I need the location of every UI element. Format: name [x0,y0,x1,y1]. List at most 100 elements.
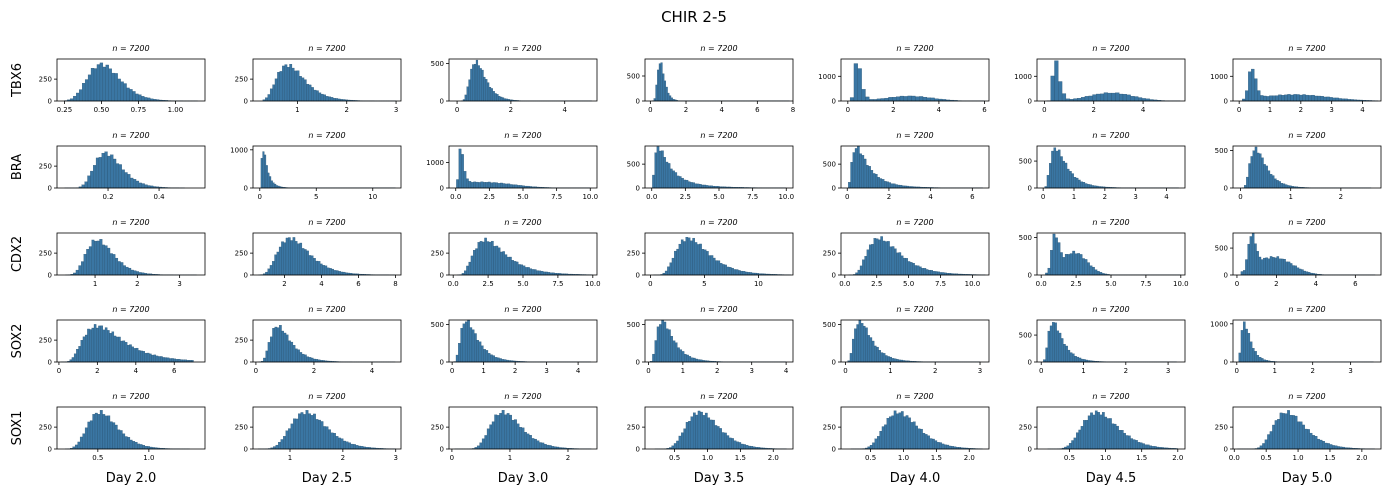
panel-sox2-day-4-0: n = 7200 0 1 2 3 0 500 [823,305,990,375]
histogram-bar [486,241,490,276]
histogram-bar [299,352,303,363]
histogram-bar [1314,435,1318,450]
histogram-bar [522,265,526,276]
histogram-bar [1074,253,1078,276]
histogram-bar [1252,348,1255,363]
x-tick-label: 1 [1072,193,1076,201]
histogram-bar [93,68,98,102]
histogram-bar [303,79,307,102]
histogram-bar [112,422,116,450]
histogram-bar [1256,251,1259,276]
histogram-bar [79,436,83,450]
x-tick-label: 4 [1314,280,1319,288]
histogram-bar [468,79,471,102]
x-tick-label: 1.5 [1324,454,1335,462]
histogram-bar [487,82,490,102]
histogram-bar [1060,156,1063,189]
column-label-day-3-0: Day 3.0 [498,471,548,486]
x-tick-label: 1 [295,106,299,114]
histogram-bar [896,96,901,102]
histogram-bar [265,97,268,102]
histogram-bar [322,265,325,276]
histogram-bar [733,269,737,276]
x-tick-label: 6 [982,106,987,114]
histogram-bar [896,359,899,363]
x-tick-label: 5.0 [903,280,914,288]
histogram-bar [674,342,678,363]
panel-n-label: n = 7200 [896,305,933,314]
histogram-bar [320,93,324,102]
histogram-bar [667,163,671,189]
y-tick-label: 0 [48,185,52,193]
histogram-bar [467,319,470,363]
histogram-bar [1118,430,1122,450]
histogram-bar [107,155,111,189]
histogram-bar [486,428,490,450]
y-tick-label: 500 [431,60,444,68]
histogram-bar [509,184,513,189]
histogram-bar [276,251,280,276]
histogram-bar [310,255,314,276]
histogram-bar [133,179,137,189]
histogram-bar [470,182,474,189]
panel-n-label: n = 7200 [1092,218,1129,227]
histogram-bar [529,435,532,450]
histogram-bar [80,340,84,363]
axes-frame [56,319,206,363]
histogram-bar [276,327,280,363]
y-tick-label: 0 [832,272,836,280]
histogram-bar [494,414,498,450]
x-tick-label: 0 [1235,367,1239,375]
y-tick-label: 0 [1224,185,1228,193]
panel-cdx2-day-2-0: n = 7200 1 2 3 0 250 [39,218,206,288]
row-label-sox2: SOX2 [10,324,25,359]
x-tick-label: 2.0 [1172,454,1183,462]
histogram-bar [531,438,535,450]
histogram-bar [114,73,118,102]
histogram-bar [1050,250,1053,276]
histogram-bar [101,152,105,189]
histogram-bar [108,68,112,102]
histogram-bar [714,425,718,450]
x-tick-label: 10.0 [965,280,981,288]
histogram-bar [890,183,894,189]
histogram-bar [141,183,145,189]
axes-frame [1036,145,1186,189]
histogram-bar [731,267,734,276]
histogram-bar [1312,435,1315,450]
histogram-bar [299,242,303,276]
y-tick-label: 0 [48,446,52,454]
histogram-bar [538,270,542,276]
histogram-bar [1267,170,1271,189]
x-tick-label: 3 [1329,106,1333,114]
histogram-bar [715,260,718,276]
panel-cdx2-day-3-0: n = 7200 0.0 2.5 5.0 7.5 10.0 0 250 [431,218,601,288]
histogram-bar [1106,418,1110,450]
histogram-bar [850,162,853,189]
x-tick-label: 6 [172,367,177,375]
histogram-bar [1080,358,1084,363]
histogram-bar [882,240,886,276]
histogram-bar [514,419,517,450]
histogram-bar [142,351,145,363]
panel-n-label: n = 7200 [504,218,541,227]
panel-bra-day-2-0: n = 7200 0.2 0.4 0 250 [39,131,206,201]
histogram-bar [93,165,97,189]
x-tick-label: 0.25 [57,106,73,114]
histogram-bar [745,444,749,450]
histogram-bar [484,435,488,450]
histogram-bar [744,271,748,276]
histogram-bar [292,237,296,276]
histogram-bar [1073,437,1077,450]
histogram-bar [1258,356,1262,363]
x-tick-label: 2 [344,106,348,114]
histogram-bar [166,357,170,363]
histogram-bar [306,356,309,363]
histogram-bar [911,95,916,102]
histogram-bar [477,65,480,102]
histogram-bar [1280,183,1284,189]
histogram-bar [1067,254,1071,276]
histogram-bar [514,184,518,189]
panel-bra-day-4-5: n = 7200 0 1 2 3 4 0 500 [1019,131,1186,201]
histogram-bar [1049,325,1053,363]
